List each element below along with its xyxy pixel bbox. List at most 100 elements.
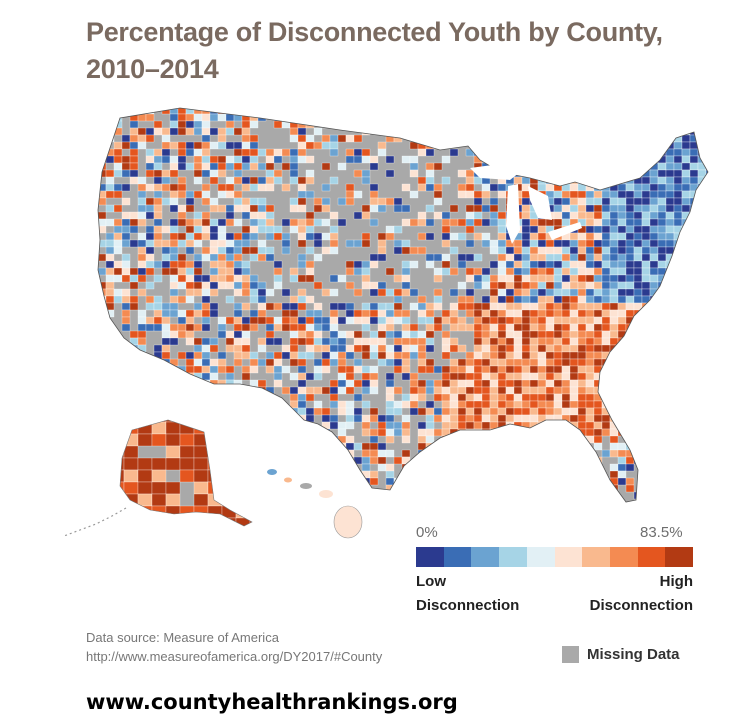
county-cell — [601, 190, 611, 199]
county-cell — [657, 428, 667, 437]
county-cell — [705, 344, 708, 353]
county-cell — [122, 100, 130, 107]
county-cell — [153, 386, 163, 395]
county-cell — [633, 190, 643, 199]
county-cell — [369, 113, 379, 122]
county-cell — [145, 358, 155, 367]
county-cell — [393, 365, 403, 374]
alaska-county-cell — [151, 517, 167, 526]
county-cell — [577, 148, 587, 157]
county-cell — [209, 225, 219, 234]
alaska-county-cell — [120, 420, 125, 423]
county-cell — [457, 365, 467, 374]
county-cell — [673, 162, 683, 171]
county-cell — [689, 148, 699, 157]
county-cell — [593, 127, 603, 136]
legend-swatch — [416, 547, 444, 567]
county-cell — [529, 323, 539, 332]
county-cell — [193, 351, 203, 360]
county-cell — [513, 498, 523, 502]
county-cell — [521, 127, 531, 136]
legend-swatch — [443, 547, 472, 567]
county-cell — [593, 141, 603, 150]
county-cell — [257, 456, 267, 465]
county-cell — [697, 274, 707, 283]
county-cell — [649, 253, 659, 262]
county-cell — [641, 239, 651, 248]
county-cell — [417, 246, 427, 255]
county-cell — [641, 232, 651, 241]
county-cell — [129, 365, 139, 374]
county-cell — [585, 421, 595, 430]
county-cell — [257, 428, 267, 437]
county-cell — [337, 386, 347, 395]
county-cell — [569, 372, 579, 381]
county-cell — [361, 108, 371, 115]
county-cell — [633, 169, 643, 178]
county-cell — [561, 400, 571, 409]
county-cell — [697, 351, 707, 360]
county-cell — [417, 407, 427, 416]
alaska-county-cell — [151, 481, 167, 495]
county-cell — [305, 372, 315, 381]
county-cell — [153, 309, 163, 318]
county-cell — [98, 232, 99, 241]
county-cell — [545, 477, 555, 486]
county-cell — [185, 246, 195, 255]
county-cell — [281, 365, 291, 374]
county-cell — [697, 113, 707, 122]
county-cell — [105, 309, 115, 318]
county-cell — [497, 477, 507, 486]
county-cell — [385, 232, 395, 241]
county-cell — [137, 400, 147, 409]
great-lake-huron — [528, 186, 552, 220]
county-cell — [353, 239, 363, 248]
county-cell — [441, 477, 451, 486]
county-cell — [177, 316, 187, 325]
county-cell — [585, 211, 595, 220]
county-cell — [441, 470, 451, 479]
county-cell — [121, 232, 131, 241]
county-cell — [529, 162, 539, 171]
county-cell — [353, 358, 363, 367]
county-cell — [361, 239, 371, 248]
county-cell — [113, 288, 123, 297]
county-cell — [649, 260, 659, 269]
county-cell — [601, 337, 611, 346]
county-cell — [561, 120, 571, 129]
county-cell — [681, 309, 691, 318]
county-cell — [209, 113, 219, 122]
county-cell — [529, 120, 539, 129]
county-cell — [625, 365, 635, 374]
county-cell — [641, 463, 651, 472]
county-cell — [714, 156, 722, 163]
county-cell — [98, 491, 107, 500]
county-cell — [529, 295, 539, 304]
county-cell — [385, 393, 395, 402]
county-cell — [529, 484, 539, 493]
county-cell — [705, 204, 708, 213]
county-cell — [601, 302, 611, 311]
county-cell — [545, 253, 555, 262]
county-cell — [569, 253, 579, 262]
county-cell — [649, 120, 659, 129]
county-cell — [489, 155, 499, 164]
alaska-county-cell — [235, 469, 251, 483]
county-cell — [433, 108, 443, 115]
county-cell — [714, 443, 722, 450]
county-cell — [466, 100, 474, 107]
county-cell — [249, 463, 259, 472]
county-cell — [313, 463, 323, 472]
county-cell — [641, 211, 651, 220]
county-cell — [625, 351, 635, 360]
county-cell — [633, 379, 643, 388]
county-cell — [305, 309, 315, 318]
county-cell — [425, 358, 435, 367]
county-cell — [321, 344, 331, 353]
county-cell — [209, 407, 219, 416]
county-cell — [481, 141, 491, 150]
county-cell — [625, 134, 635, 143]
county-cell — [145, 267, 155, 276]
county-cell — [153, 218, 163, 227]
county-cell — [489, 407, 499, 416]
